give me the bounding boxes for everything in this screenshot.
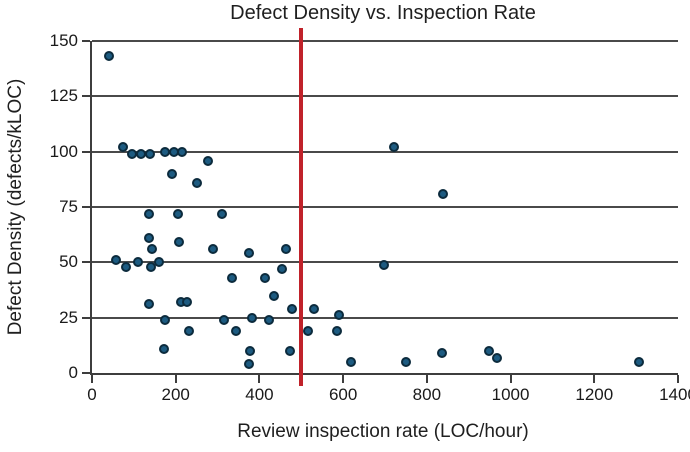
- data-point: [118, 142, 129, 153]
- x-tick-mark: [342, 375, 345, 383]
- data-point: [146, 244, 157, 255]
- y-tick-mark: [82, 95, 90, 98]
- data-point: [145, 261, 156, 272]
- data-point: [400, 356, 411, 367]
- data-point: [154, 257, 165, 268]
- data-point: [303, 325, 314, 336]
- data-point: [158, 343, 169, 354]
- gridline: [92, 206, 678, 208]
- x-tick-label: 400: [245, 385, 274, 404]
- data-point: [219, 314, 230, 325]
- x-tick-label: 1200: [575, 385, 614, 404]
- x-tick-mark: [593, 375, 596, 383]
- y-tick-label: 75: [59, 197, 78, 216]
- data-point: [334, 310, 345, 321]
- data-point: [378, 259, 389, 270]
- data-point: [182, 297, 193, 308]
- x-tick-mark: [258, 375, 261, 383]
- data-point: [492, 352, 503, 363]
- x-tick-mark: [174, 375, 177, 383]
- plot-area: 0 25 50 75 100 125 150 0 200 400 600 800 1000 1200 140…: [50, 28, 690, 404]
- data-point: [207, 244, 218, 255]
- data-point: [309, 303, 320, 314]
- data-point: [277, 263, 288, 274]
- y-tick-label: 0: [68, 363, 78, 382]
- x-axis-label: Review inspection rate (LOC/hour): [237, 421, 529, 442]
- data-point: [217, 208, 228, 219]
- data-point: [281, 244, 292, 255]
- data-point: [284, 345, 295, 356]
- data-point: [103, 51, 114, 62]
- data-point: [143, 299, 154, 310]
- data-point: [166, 168, 177, 179]
- x-tick-label: 600: [328, 385, 358, 404]
- reference-line: [299, 28, 304, 386]
- data-point: [172, 208, 183, 219]
- data-point: [143, 232, 154, 243]
- data-point: [245, 345, 256, 356]
- data-point: [121, 261, 132, 272]
- data-point: [484, 345, 495, 356]
- y-tick-mark: [82, 40, 90, 42]
- data-point: [226, 272, 237, 283]
- y-tick-label: 50: [59, 252, 78, 272]
- data-point: [263, 314, 274, 325]
- x-tick-mark: [91, 375, 93, 383]
- x-tick-label: 1400: [659, 385, 690, 404]
- data-point: [247, 312, 258, 323]
- gridline: [92, 95, 678, 98]
- data-point: [174, 237, 185, 248]
- data-point: [177, 146, 188, 157]
- y-axis-label: Defect Density (defects/kLOC): [5, 78, 26, 336]
- data-point: [110, 255, 121, 266]
- x-tick-label: 200: [161, 385, 190, 404]
- y-tick-mark: [82, 206, 90, 208]
- y-tick-label: 125: [49, 86, 78, 106]
- data-point: [634, 356, 645, 367]
- x-tick-label: 0: [87, 385, 97, 404]
- gridline: [92, 40, 678, 42]
- data-point: [259, 272, 270, 283]
- data-point: [184, 325, 195, 336]
- x-tick-label: 800: [412, 385, 442, 404]
- x-tick-mark: [677, 375, 679, 383]
- data-point: [286, 303, 297, 314]
- y-tick-label: 25: [59, 307, 78, 327]
- data-point: [127, 148, 138, 159]
- gridline: [92, 316, 678, 319]
- data-point: [346, 356, 357, 367]
- data-point: [143, 208, 154, 219]
- data-point: [133, 257, 144, 268]
- chart-title: Defect Density vs. Inspection Rate: [230, 2, 536, 24]
- data-point: [244, 248, 255, 259]
- data-point: [268, 290, 279, 301]
- data-point: [230, 325, 241, 336]
- y-tick-label: 150: [49, 31, 78, 50]
- x-tick-mark: [509, 375, 512, 383]
- y-tick-mark: [82, 150, 90, 153]
- y-tick-mark: [82, 261, 90, 264]
- data-point: [160, 314, 171, 325]
- y-tick-label: 100: [49, 141, 78, 161]
- data-point: [202, 155, 213, 166]
- x-tick-label: 1000: [491, 385, 530, 404]
- gridline: [92, 150, 678, 153]
- data-point: [192, 177, 203, 188]
- x-tick-mark: [425, 375, 428, 383]
- data-point: [436, 348, 447, 359]
- data-point: [437, 188, 448, 199]
- data-point: [332, 325, 343, 336]
- data-point: [145, 148, 156, 159]
- y-tick-mark: [82, 372, 90, 374]
- y-tick-mark: [82, 316, 90, 319]
- data-point: [244, 359, 255, 370]
- data-point: [389, 142, 400, 153]
